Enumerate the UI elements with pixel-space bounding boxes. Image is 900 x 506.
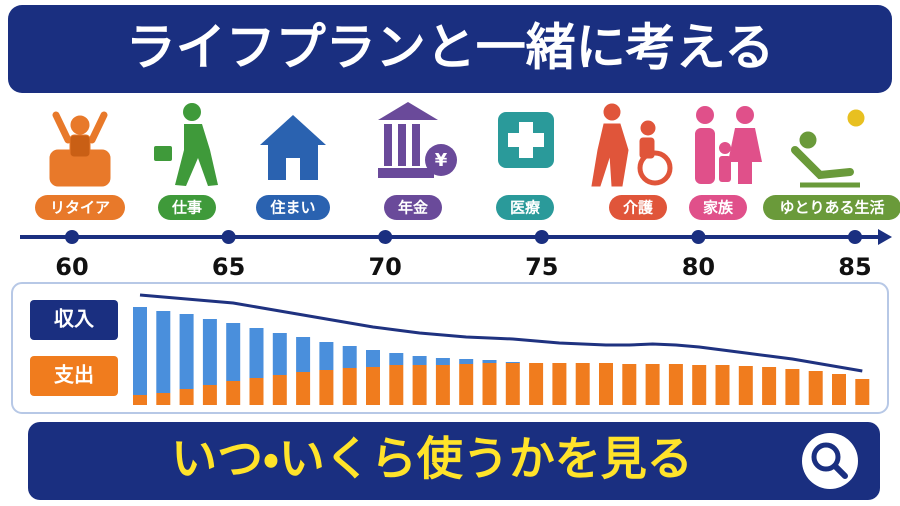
bar-segment: [482, 360, 497, 363]
bar-segment: [296, 337, 311, 372]
event-pill: [35, 195, 125, 220]
bar-segment: [785, 369, 800, 405]
bar-segment: [832, 374, 846, 405]
bar-segment: [202, 319, 217, 385]
event-pill: [609, 195, 667, 220]
bar-segment: [179, 389, 194, 405]
bar-segment: [668, 364, 683, 405]
event-label: 介護: [623, 199, 654, 217]
bar-segment: [272, 375, 287, 405]
bar-segment: [482, 363, 497, 405]
icon-medical: [498, 112, 554, 168]
timeline-arrow: [878, 229, 892, 245]
bar-segment: [226, 381, 241, 405]
bar-segment: [435, 365, 450, 405]
bar-segment: [692, 365, 707, 405]
bar-segment: [366, 367, 380, 405]
event-pill: [256, 195, 330, 220]
timeline-label: 75: [525, 253, 558, 281]
footer-banner: [28, 422, 880, 500]
icon-home: [260, 115, 326, 180]
event-pill: [763, 195, 900, 220]
bar-segment: [738, 366, 753, 405]
bar-segment: [249, 378, 264, 405]
bar-segment: [412, 365, 427, 405]
search-icon[interactable]: [802, 433, 858, 489]
bar-segment: [272, 333, 287, 375]
icon-retire: [49, 111, 111, 187]
timeline-label: 65: [212, 253, 245, 281]
bar-segment: [342, 368, 357, 405]
event-label: 仕事: [171, 199, 202, 217]
timeline-dot: [691, 230, 706, 244]
legend-box: [30, 300, 118, 340]
bar-segment: [133, 395, 147, 405]
bar-segment: [156, 311, 171, 393]
event-pill: [384, 195, 442, 220]
icon-bank: ¥: [378, 102, 457, 178]
event-label: 年金: [398, 199, 429, 217]
event-label: リタイア: [50, 199, 110, 217]
timeline-dot: [848, 230, 862, 244]
bar-segment: [366, 350, 380, 367]
event-pill: [689, 195, 747, 220]
trend-line: [139, 293, 863, 373]
icon-care: [591, 103, 673, 187]
bar-segment: [762, 367, 777, 405]
timeline-label: 85: [838, 253, 871, 281]
bar-segment: [156, 393, 171, 405]
bar-segment: [249, 328, 264, 378]
bar-segment: [296, 372, 311, 405]
legend-label: 収入: [54, 307, 94, 331]
bar-segment: [505, 362, 520, 363]
timeline-label: 60: [55, 253, 88, 281]
bar-segment: [389, 353, 404, 365]
bar-segment: [319, 342, 334, 370]
timeline-dot: [534, 230, 549, 244]
legend-box: [30, 356, 118, 396]
bar-segment: [412, 356, 427, 365]
timeline-dot: [65, 230, 79, 244]
bar-segment: [855, 379, 870, 405]
bar-segment: [179, 314, 194, 389]
header-banner: [8, 5, 892, 93]
bar-segment: [715, 365, 730, 405]
event-pill: [158, 195, 216, 220]
bar-segment: [552, 363, 567, 405]
bar-segment: [599, 363, 613, 405]
bar-segment: [202, 385, 217, 405]
timeline-dot: [221, 230, 236, 244]
bar-segment: [459, 359, 474, 364]
timeline-label: 80: [682, 253, 715, 281]
icon-work: [154, 103, 218, 186]
icon-leisure: [791, 109, 865, 188]
bar-segment: [622, 364, 637, 405]
legend-label: 支出: [54, 363, 94, 387]
event-label: 家族: [703, 199, 734, 217]
bar-segment: [342, 346, 357, 368]
event-label: ゆとりある生活: [779, 199, 884, 217]
bar-segment: [319, 370, 334, 405]
svg-text:¥: ¥: [435, 150, 448, 171]
bar-segment: [435, 358, 450, 365]
bar-segment: [459, 364, 474, 405]
event-pill: [496, 195, 554, 220]
bar-segment: [505, 363, 520, 405]
bar-segment: [645, 364, 660, 405]
bar-segment: [575, 363, 590, 405]
bar-segment: [529, 363, 544, 405]
event-label: 医療: [510, 199, 541, 217]
icon-family: [695, 106, 762, 184]
bar-segment: [133, 307, 147, 395]
footer-title: いつ・いくら使うかを見る: [171, 432, 693, 486]
timeline-label: 70: [368, 253, 401, 281]
bar-segment: [389, 365, 404, 405]
event-label: 住まい: [269, 199, 315, 217]
bar-segment: [226, 323, 241, 381]
header-title: ライフプランと一緒に考える: [126, 19, 775, 77]
timeline-dot: [378, 230, 393, 244]
bar-segment: [808, 371, 823, 405]
